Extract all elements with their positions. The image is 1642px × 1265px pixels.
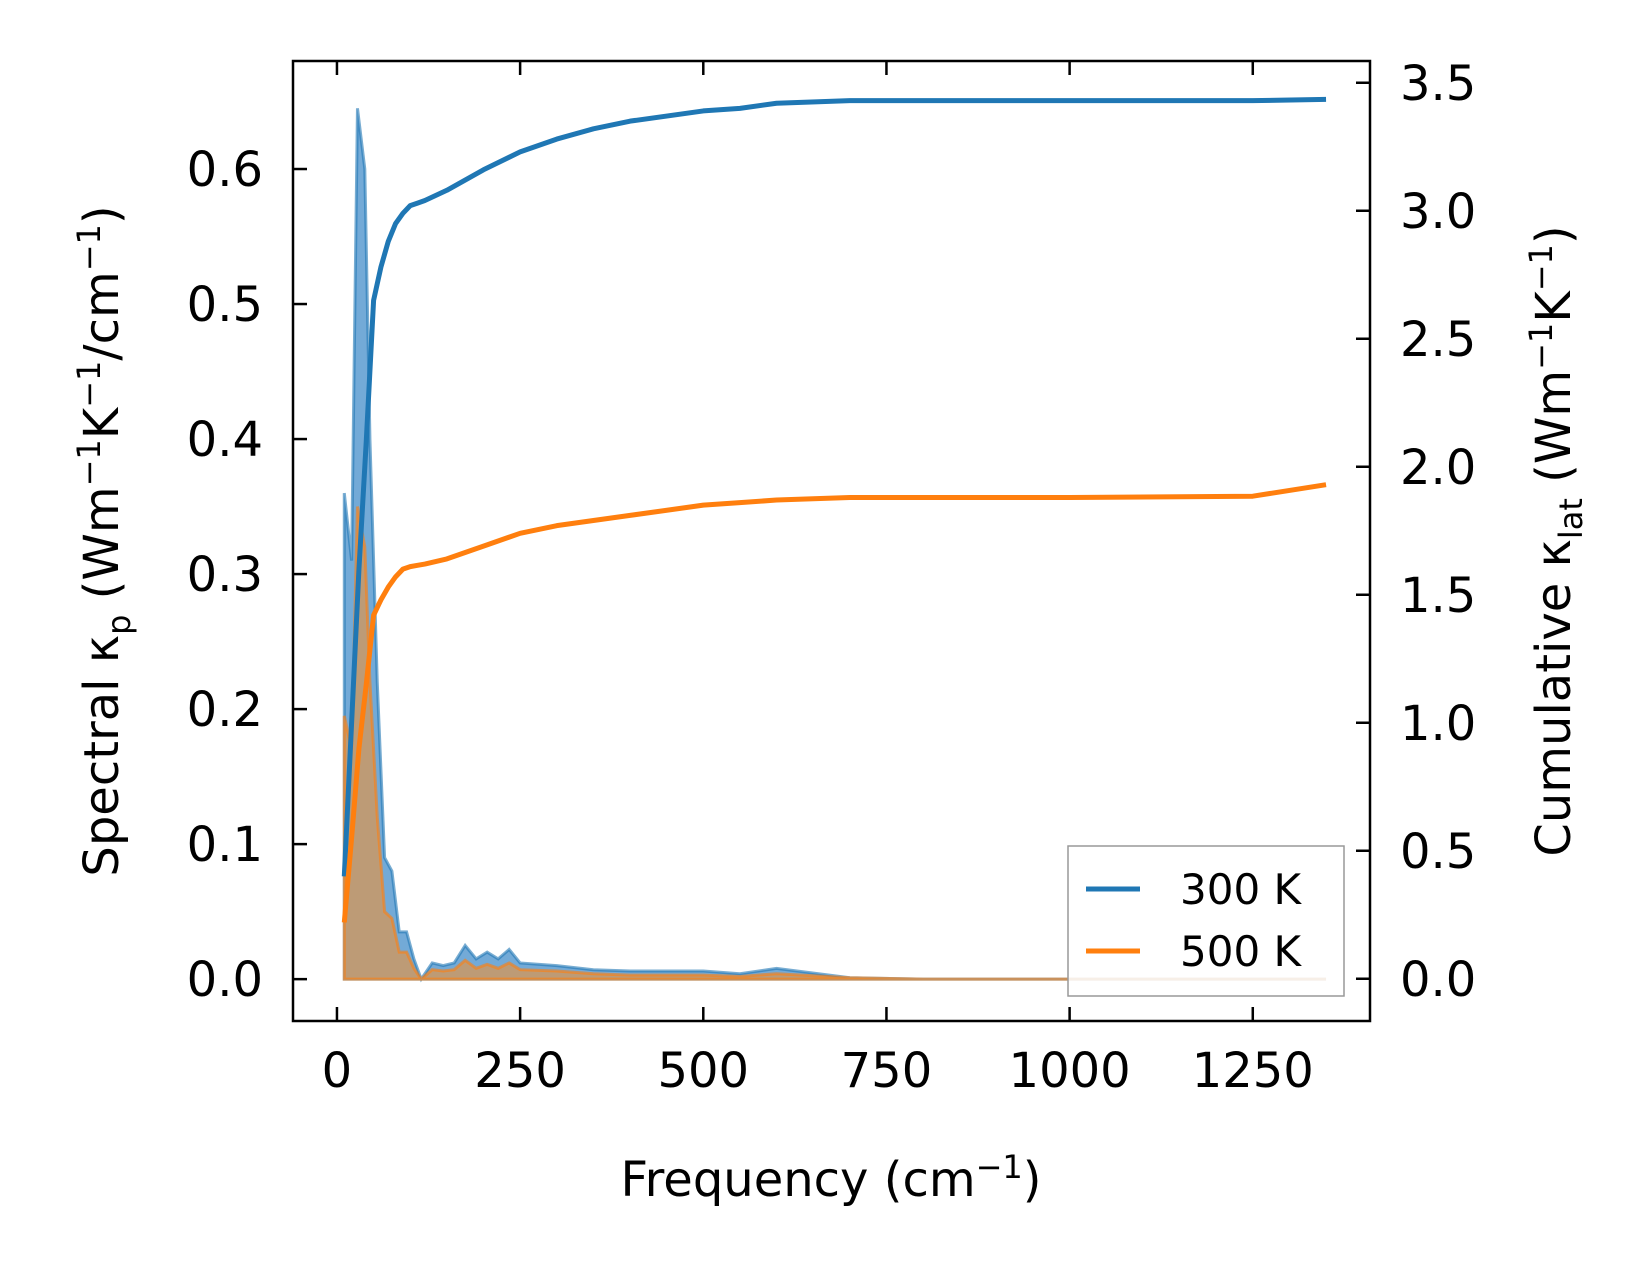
plot-frame [291, 59, 1372, 1023]
x-tick-label: 250 [474, 1043, 566, 1099]
y-right-tick-label: 2.0 [1400, 440, 1476, 496]
x-tick-label: 1000 [1009, 1043, 1131, 1099]
spectral-area-500k [342, 506, 1327, 982]
x-tick-label: 1250 [1192, 1043, 1314, 1099]
legend-label-300k: 300 K [1180, 865, 1303, 914]
cumulative-lines [341, 96, 1327, 923]
y-left-tick-label: 0.3 [187, 547, 263, 603]
legend-label-500k: 500 K [1180, 927, 1303, 976]
y-left-tick-label: 0.4 [187, 412, 263, 468]
y-right-tick-label: 1.5 [1400, 568, 1476, 624]
x-tick-label: 500 [657, 1043, 749, 1099]
legend-box [1067, 845, 1345, 997]
x-tick-label: 750 [841, 1043, 933, 1099]
y-right-tick-label: 3.0 [1400, 184, 1476, 240]
axis-ticks: 0 250 500 750 1000 1250 0.0 0.1 0.2 0.3 0.4 0.5 0.6 0… [187, 56, 1477, 1099]
spectral-area-300k [342, 108, 1327, 983]
y-axis-right-label: Cumulative κlat (Wm−1K−1) [1522, 225, 1590, 856]
y-right-tick-label: 1.0 [1400, 696, 1476, 752]
y-left-tick-label: 0.6 [187, 142, 263, 198]
x-tick-label: 0 [322, 1043, 353, 1099]
x-axis-label: Frequency (cm−1) [620, 1148, 1041, 1208]
cumulative-line-300k [341, 96, 1327, 877]
y-right-tick-label: 3.5 [1400, 56, 1476, 112]
legend: 300 K 500 K [1067, 845, 1345, 997]
y-left-tick-label: 0.0 [187, 952, 263, 1008]
y-left-tick-label: 0.1 [187, 817, 263, 873]
y-right-tick-label: 0.0 [1400, 952, 1476, 1008]
y-right-tick-label: 2.5 [1400, 312, 1476, 368]
y-left-tick-label: 0.2 [187, 682, 263, 738]
y-left-tick-label: 0.5 [187, 277, 263, 333]
spectral-fills [342, 108, 1327, 983]
y-axis-left-label: Spectral κp (Wm−1K−1/cm−1) [70, 205, 138, 876]
y-right-tick-label: 0.5 [1400, 824, 1476, 880]
cumulative-line-500k [341, 482, 1327, 923]
